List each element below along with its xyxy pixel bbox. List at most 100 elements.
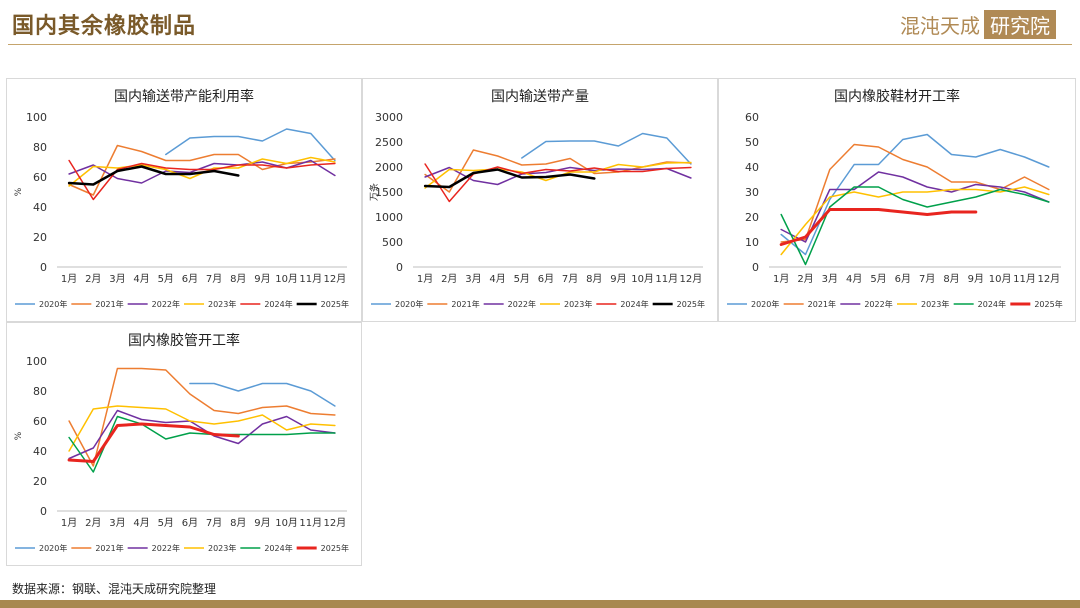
series-line-2024年 bbox=[68, 159, 336, 201]
y-tick-label: 2500 bbox=[375, 136, 403, 149]
x-tick-label: 7月 bbox=[919, 273, 935, 285]
series-line-2024年 bbox=[780, 186, 1050, 266]
x-tick-label: 9月 bbox=[610, 273, 626, 285]
x-tick-label: 2月 bbox=[797, 273, 813, 285]
x-tick-label: 5月 bbox=[158, 517, 174, 529]
x-tick-label: 3月 bbox=[109, 517, 125, 529]
chart-panel-hose-rate: 国内橡胶管开工率 0 20 40 60 80 100% 1月 2月 3月 4月 5月 6月 7月 8月 9月 1… bbox=[6, 322, 362, 566]
x-tick-label: 7月 bbox=[206, 517, 222, 529]
legend-label: 2024年 bbox=[264, 543, 292, 553]
x-tick-label: 12月 bbox=[324, 517, 347, 529]
x-tick-label: 4月 bbox=[133, 273, 149, 285]
x-tick-label: 9月 bbox=[254, 517, 270, 529]
y-tick-label: 0 bbox=[752, 261, 759, 274]
x-tick-label: 5月 bbox=[870, 273, 886, 285]
chart-title: 国内橡胶管开工率 bbox=[128, 332, 240, 349]
y-tick-label: 40 bbox=[33, 445, 47, 458]
series-line-2022年 bbox=[780, 171, 1050, 243]
y-tick-label: 1000 bbox=[375, 211, 403, 224]
y-tick-label: 1500 bbox=[375, 186, 403, 199]
legend-label: 2020年 bbox=[39, 543, 67, 553]
legend-label: 2022年 bbox=[508, 299, 536, 309]
y-tick-label: 80 bbox=[33, 385, 47, 398]
series-line-2023年 bbox=[780, 186, 1050, 256]
series-line-2024年 bbox=[424, 163, 692, 203]
legend-label: 2023年 bbox=[208, 299, 236, 309]
chart-panel-belt-utilization: 国内输送带产能利用率 0 20 40 60 80 100% 1月 2月 3月 4月 5月 6月 7月 8月 9… bbox=[6, 78, 362, 322]
y-axis-label: % bbox=[14, 431, 24, 440]
y-tick-label: 0 bbox=[40, 505, 47, 518]
x-tick-label: 3月 bbox=[465, 273, 481, 285]
y-tick-label: 50 bbox=[745, 136, 759, 149]
y-tick-label: 40 bbox=[745, 161, 759, 174]
x-tick-label: 4月 bbox=[846, 273, 862, 285]
series-line-2021年 bbox=[68, 367, 336, 467]
legend-label: 2025年 bbox=[321, 299, 349, 309]
x-tick-label: 6月 bbox=[895, 273, 911, 285]
logo-box-text: 研究院 bbox=[984, 10, 1056, 39]
brand-logo: 混沌天成 研究院 bbox=[900, 10, 1056, 39]
legend-label: 2025年 bbox=[321, 543, 349, 553]
y-tick-label: 3000 bbox=[375, 111, 403, 124]
x-tick-label: 8月 bbox=[230, 517, 246, 529]
series-line-2020年 bbox=[165, 128, 336, 162]
x-tick-label: 10月 bbox=[631, 273, 654, 285]
series-line-2020年 bbox=[521, 132, 692, 165]
y-tick-label: 2000 bbox=[375, 161, 403, 174]
x-tick-label: 12月 bbox=[1037, 273, 1060, 285]
x-tick-label: 6月 bbox=[182, 273, 198, 285]
x-tick-label: 2月 bbox=[85, 273, 101, 285]
y-tick-label: 10 bbox=[745, 236, 759, 249]
x-tick-label: 3月 bbox=[822, 273, 838, 285]
x-tick-label: 7月 bbox=[206, 273, 222, 285]
series-line-2020年 bbox=[780, 133, 1050, 256]
legend-label: 2023年 bbox=[921, 299, 949, 309]
legend-label: 2021年 bbox=[808, 299, 836, 309]
chart-title: 国内输送带产量 bbox=[491, 89, 589, 105]
series-line-2020年 bbox=[189, 382, 336, 407]
y-tick-label: 100 bbox=[26, 111, 47, 124]
y-tick-label: 60 bbox=[33, 171, 47, 184]
y-tick-label: 20 bbox=[33, 231, 47, 244]
series-line-2022年 bbox=[68, 409, 336, 460]
footer-bar bbox=[0, 600, 1080, 608]
x-tick-label: 12月 bbox=[680, 273, 703, 285]
legend-label: 2022年 bbox=[152, 299, 180, 309]
legend-label: 2021年 bbox=[95, 543, 123, 553]
y-tick-label: 60 bbox=[745, 111, 759, 124]
x-tick-label: 5月 bbox=[158, 273, 174, 285]
x-tick-label: 10月 bbox=[275, 273, 298, 285]
chart-panel-shoe-material-rate: 国内橡胶鞋材开工率 0 10 20 30 40 50 60 1月 2月 3月 4月 5月 6月 7月 8月 9月… bbox=[718, 78, 1076, 322]
x-tick-label: 1月 bbox=[61, 517, 77, 529]
legend-label: 2020年 bbox=[39, 299, 67, 309]
x-tick-label: 7月 bbox=[562, 273, 578, 285]
logo-text: 混沌天成 bbox=[900, 14, 980, 38]
y-tick-label: 0 bbox=[396, 261, 403, 274]
y-tick-label: 30 bbox=[745, 186, 759, 199]
y-tick-label: 80 bbox=[33, 141, 47, 154]
chart-hose-rate: 国内橡胶管开工率 0 20 40 60 80 100% 1月 2月 3月 4月 5月 6月 7月 8月 9月 1… bbox=[14, 332, 349, 553]
series-line-2025年 bbox=[67, 422, 240, 463]
x-tick-label: 5月 bbox=[514, 273, 530, 285]
y-tick-label: 0 bbox=[40, 261, 47, 274]
y-axis-label: % bbox=[14, 187, 24, 196]
x-tick-label: 4月 bbox=[133, 517, 149, 529]
legend-label: 2020年 bbox=[395, 299, 423, 309]
x-tick-label: 10月 bbox=[989, 273, 1012, 285]
x-tick-label: 1月 bbox=[417, 273, 433, 285]
x-tick-label: 10月 bbox=[275, 517, 298, 529]
x-tick-label: 9月 bbox=[968, 273, 984, 285]
chart-title: 国内橡胶鞋材开工率 bbox=[834, 88, 960, 105]
legend-label: 2020年 bbox=[751, 299, 779, 309]
chart-shoe-material-rate: 国内橡胶鞋材开工率 0 10 20 30 40 50 60 1月 2月 3月 4月 5月 6月 7月 8月 9月… bbox=[727, 88, 1063, 309]
series-line-2025年 bbox=[67, 165, 240, 186]
legend-label: 2025年 bbox=[1034, 299, 1062, 309]
x-tick-label: 11月 bbox=[1013, 273, 1036, 285]
legend-label: 2023年 bbox=[564, 299, 592, 309]
x-tick-label: 11月 bbox=[655, 273, 678, 285]
legend-label: 2024年 bbox=[978, 299, 1006, 309]
legend-label: 2021年 bbox=[451, 299, 479, 309]
legend-label: 2023年 bbox=[208, 543, 236, 553]
y-tick-label: 40 bbox=[33, 201, 47, 214]
chart-belt-utilization: 国内输送带产能利用率 0 20 40 60 80 100% 1月 2月 3月 4月 5月 6月 7月 8月 9… bbox=[14, 88, 349, 309]
